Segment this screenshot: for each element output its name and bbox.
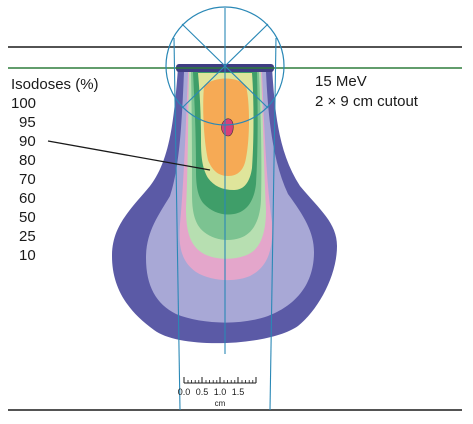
legend-level-100: 100 [11,95,36,112]
legend-level-60: 60 [19,190,36,207]
beam-edge-right [269,37,277,411]
legend-title: Isodoses (%) [11,76,99,93]
leader-line-90 [47,140,211,171]
legend-level-70: 70 [19,171,36,188]
scale-tick-label-0-5: 0.5 [196,387,209,397]
scale-bar: 0.0 0.5 1.0 1.5 cm [178,377,257,408]
legend-level-80: 80 [19,152,36,169]
legend-level-95: 95 [19,114,36,131]
energy-label: 15 MeV [315,73,367,90]
legend-level-50: 50 [19,209,36,226]
scale-tick-label-1-5: 1.5 [232,387,245,397]
isodose-100-region [221,118,234,137]
cutout-label: 2 × 9 cm cutout [315,93,419,110]
legend-level-10: 10 [19,247,36,264]
legend-level-25: 25 [19,228,36,245]
scale-unit-label: cm [215,399,226,408]
legend-level-90: 90 [19,133,36,150]
beam-edge-left [173,37,181,411]
scale-tick-label-0: 0.0 [178,387,191,397]
scale-tick-label-1: 1.0 [214,387,227,397]
